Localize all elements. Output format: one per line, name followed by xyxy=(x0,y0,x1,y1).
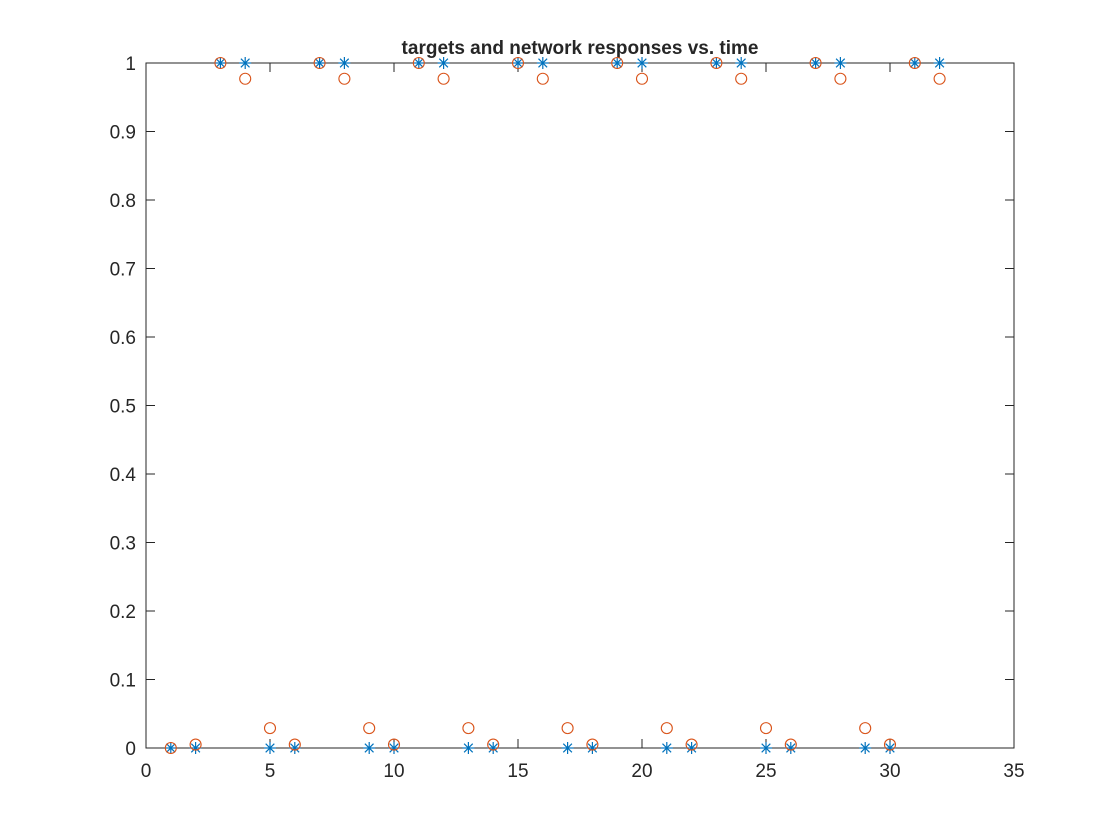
data-point-asterisk xyxy=(512,57,524,69)
chart-title: targets and network responses vs. time xyxy=(402,38,759,59)
data-point-circle xyxy=(586,738,599,751)
data-point-circle xyxy=(908,56,921,70)
data-point-circle xyxy=(313,56,326,70)
data-point-circle xyxy=(164,741,177,755)
data-point-asterisk xyxy=(834,57,847,69)
data-point-asterisk xyxy=(313,57,326,69)
data-point-circle xyxy=(511,56,525,70)
data-point-asterisk xyxy=(363,742,376,754)
data-point-circle xyxy=(338,72,351,85)
data-point-asterisk xyxy=(908,57,921,69)
y-tick-label: 0.6 xyxy=(110,328,136,349)
data-point-circle xyxy=(759,722,773,735)
data-point-circle xyxy=(784,738,797,751)
x-tick-label: 10 xyxy=(383,761,404,782)
data-point-circle xyxy=(660,722,673,735)
data-point-circle xyxy=(536,72,549,85)
data-point-circle xyxy=(288,738,301,751)
y-tick-label: 1 xyxy=(125,54,136,75)
data-point-asterisk xyxy=(710,57,723,69)
y-tick-label: 0.1 xyxy=(110,671,136,692)
y-tick-label: 0.9 xyxy=(110,123,136,144)
data-point-asterisk xyxy=(933,57,946,69)
y-tick-label: 0.3 xyxy=(110,534,136,555)
y-tick-label: 0 xyxy=(125,739,136,760)
data-point-circle xyxy=(239,72,252,85)
data-point-circle xyxy=(735,72,748,85)
data-point-asterisk xyxy=(264,742,276,754)
y-axis: 0 0.1 0.2 0.3 0.4 0.5 0.6 0.7 0.8 0.9 1 xyxy=(110,54,1014,760)
data-point-asterisk xyxy=(214,57,227,69)
data-point-asterisk xyxy=(561,742,574,754)
y-tick-label: 0.5 xyxy=(110,397,136,418)
data-point-asterisk xyxy=(586,742,599,754)
series-asterisk xyxy=(164,57,946,754)
data-point-asterisk xyxy=(412,57,425,69)
data-point-circle xyxy=(611,56,624,70)
data-point-circle xyxy=(883,738,897,751)
data-point-asterisk xyxy=(760,742,772,754)
x-tick-label: 25 xyxy=(755,761,776,782)
y-tick-label: 0.8 xyxy=(110,191,136,212)
data-point-circle xyxy=(487,738,500,751)
x-tick-label: 15 xyxy=(507,761,528,782)
data-point-asterisk xyxy=(437,57,450,69)
data-point-asterisk xyxy=(636,57,648,69)
x-tick-label: 35 xyxy=(1003,761,1024,782)
data-point-circle xyxy=(561,722,574,735)
data-point-circle xyxy=(263,722,277,735)
data-point-circle xyxy=(933,72,946,85)
x-tick-label: 30 xyxy=(879,761,900,782)
x-tick-label: 0 xyxy=(141,761,152,782)
data-point-circle xyxy=(834,72,847,85)
data-point-circle xyxy=(462,722,475,735)
data-point-asterisk xyxy=(660,742,673,754)
data-point-circle xyxy=(635,72,649,85)
axes-box xyxy=(145,62,1015,749)
data-point-asterisk xyxy=(611,57,624,69)
data-point-circle xyxy=(363,722,376,735)
plot-area xyxy=(164,56,946,755)
y-tick-label: 0.4 xyxy=(110,465,137,486)
axes-frame xyxy=(145,62,1015,749)
x-axis: 0 5 10 15 20 25 30 35 xyxy=(141,63,1025,782)
data-point-circle xyxy=(437,72,450,85)
series-circle xyxy=(164,56,946,755)
data-point-circle xyxy=(710,56,723,70)
data-point-asterisk xyxy=(239,57,252,69)
x-tick-label: 5 xyxy=(265,761,276,782)
data-point-circle xyxy=(189,738,202,751)
data-point-circle xyxy=(387,738,401,751)
y-tick-label: 0.2 xyxy=(110,602,136,623)
y-tick-label: 0.7 xyxy=(110,260,136,281)
data-point-asterisk xyxy=(338,57,351,69)
data-point-circle xyxy=(685,738,698,751)
data-point-asterisk xyxy=(536,57,549,69)
data-point-circle xyxy=(214,56,227,70)
data-point-asterisk xyxy=(859,742,872,754)
data-point-asterisk xyxy=(164,742,177,754)
data-point-asterisk xyxy=(462,742,475,754)
data-point-circle xyxy=(809,56,822,70)
data-point-circle xyxy=(412,56,425,70)
data-point-circle xyxy=(859,722,872,735)
data-point-asterisk xyxy=(809,57,822,69)
data-point-asterisk xyxy=(735,57,748,69)
x-tick-label: 20 xyxy=(631,761,652,782)
